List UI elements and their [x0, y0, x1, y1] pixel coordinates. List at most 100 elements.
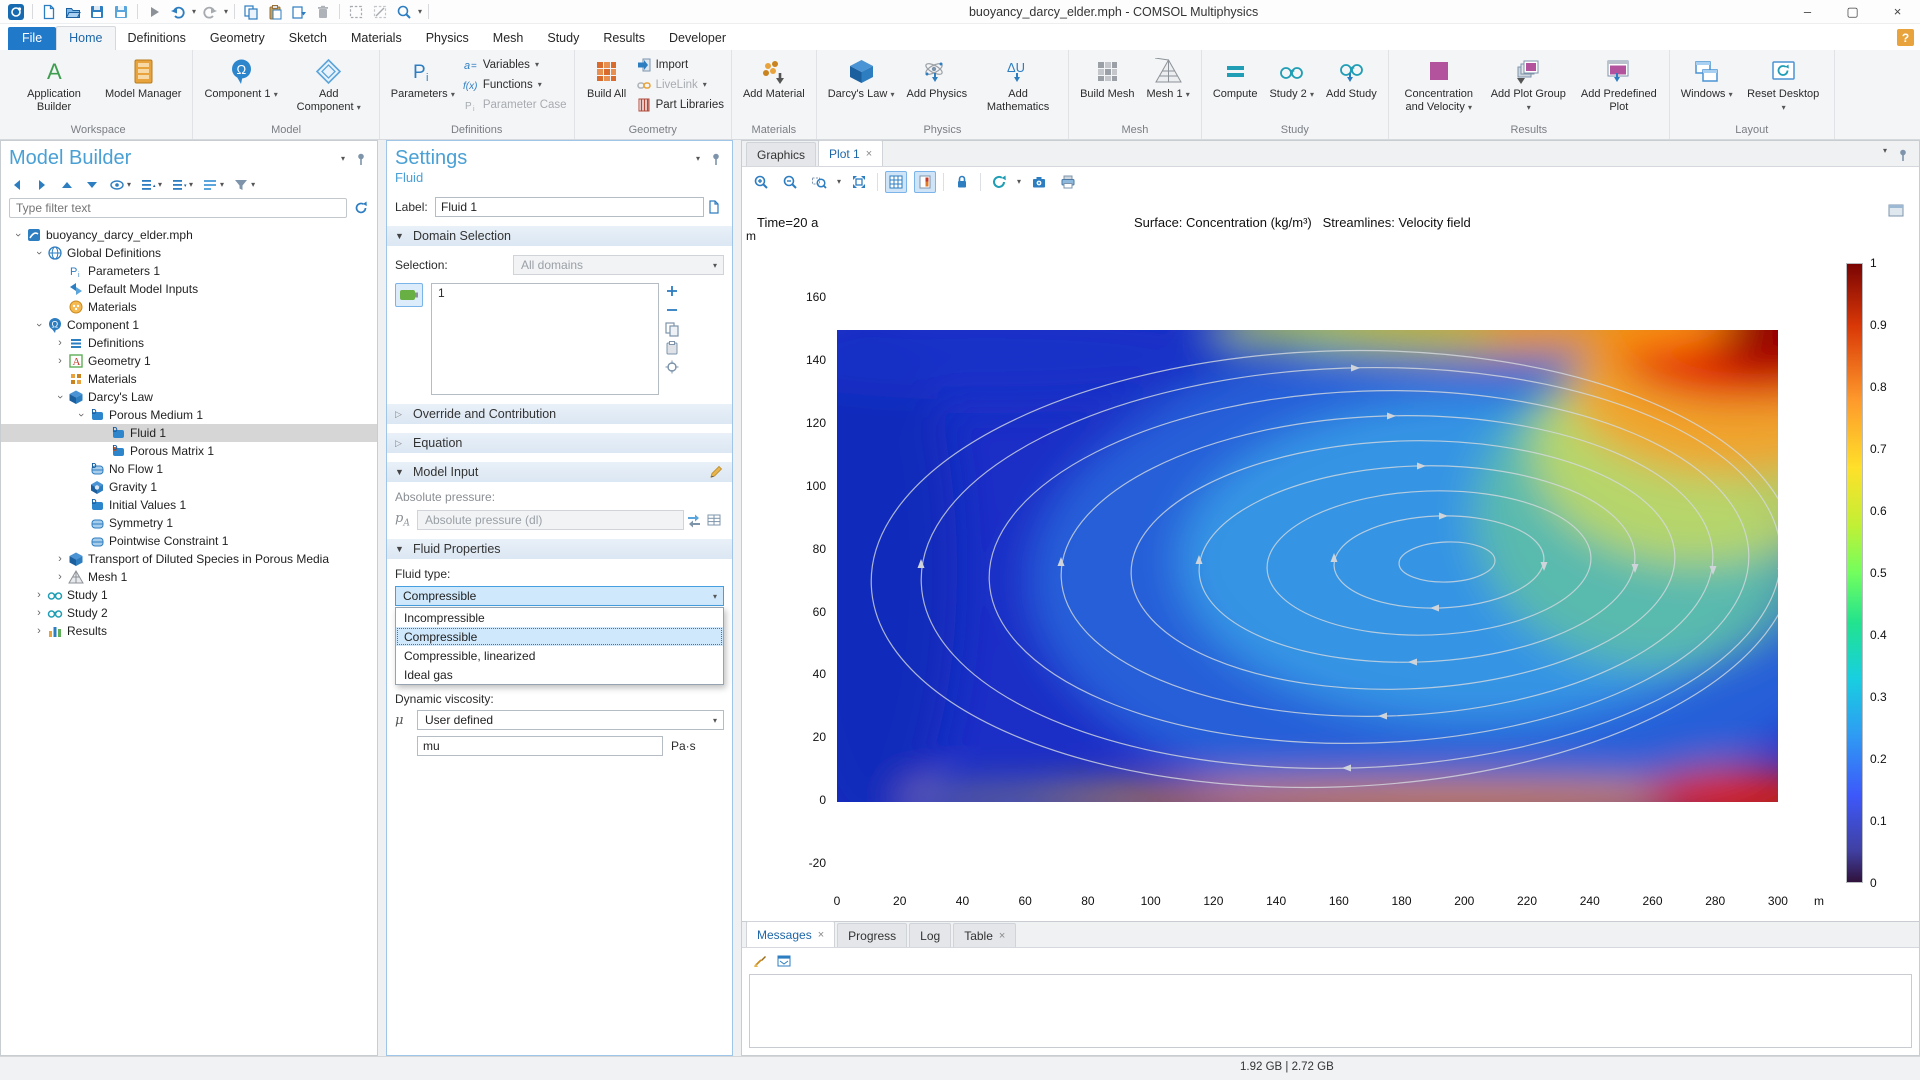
windows-button[interactable]: Windows ▾: [1677, 54, 1737, 103]
edit-model-inputs-icon[interactable]: [708, 464, 724, 480]
add-to-selection-button[interactable]: [663, 283, 681, 299]
tree-item-component-1[interactable]: ›ΩComponent 1: [1, 316, 377, 334]
selection-combo[interactable]: All domains ▾: [513, 255, 724, 275]
close-tab-icon[interactable]: ×: [818, 929, 824, 941]
mesh-1-button[interactable]: Mesh 1 ▾: [1143, 54, 1194, 103]
concentration-and-velocity-button[interactable]: Concentration and Velocity ▾: [1396, 54, 1482, 115]
tree-item-study-2[interactable]: ›Study 2: [1, 604, 377, 622]
tree-item-initial-values-1[interactable]: DInitial Values 1: [1, 496, 377, 514]
tree-item-default-model-inputs[interactable]: Default Model Inputs: [1, 280, 377, 298]
tree-item-materials[interactable]: Materials: [1, 298, 377, 316]
image-snapshot-button[interactable]: [1028, 171, 1050, 193]
import-button[interactable]: Import: [636, 56, 724, 73]
plot-update-caret-icon[interactable]: ▾: [1017, 178, 1021, 186]
compute-button[interactable]: Compute: [1209, 54, 1262, 103]
viscosity-combo[interactable]: User defined ▾: [417, 710, 724, 730]
splitter[interactable]: [378, 140, 386, 1056]
tree-item-gravity-1[interactable]: Gravity 1: [1, 478, 377, 496]
section-model-input[interactable]: ▼Model Input: [387, 462, 732, 482]
selection-list-item[interactable]: 1: [438, 286, 652, 300]
show-legends-button[interactable]: [914, 171, 936, 193]
menu-tab-sketch[interactable]: Sketch: [277, 27, 339, 50]
copy-icon[interactable]: [241, 2, 261, 22]
graphics-tab-graphics[interactable]: Graphics: [746, 142, 816, 166]
expand-icon[interactable]: ›: [53, 355, 67, 367]
tree-item-results[interactable]: ›Results: [1, 622, 377, 640]
help-button[interactable]: ?: [1897, 29, 1914, 46]
refresh-icon[interactable]: [353, 200, 369, 216]
delete-icon[interactable]: [313, 2, 333, 22]
tree-item-materials[interactable]: Materials: [1, 370, 377, 388]
viscosity-input[interactable]: [417, 736, 663, 756]
component-1-button[interactable]: ΩComponent 1 ▾: [200, 54, 281, 103]
redo-caret-icon[interactable]: ▾: [224, 8, 228, 16]
copy-selection-button[interactable]: [663, 321, 681, 337]
messages-tab-table[interactable]: Table×: [953, 923, 1016, 947]
tree-item-mesh-1[interactable]: ›Mesh 1: [1, 568, 377, 586]
show-button[interactable]: ▾: [109, 177, 131, 193]
add-component-button[interactable]: Add Component ▾: [286, 54, 372, 115]
menu-tab-study[interactable]: Study: [535, 27, 591, 50]
livelink-button[interactable]: LiveLink▾: [636, 76, 724, 93]
move-down-button[interactable]: [84, 177, 100, 193]
tree-item-darcy-s-law[interactable]: ›Darcy's Law: [1, 388, 377, 406]
section-fluid-properties[interactable]: ▼Fluid Properties: [387, 539, 732, 559]
forward-button[interactable]: [34, 177, 50, 193]
tree-item-definitions[interactable]: ›Definitions: [1, 334, 377, 352]
selection-listbox[interactable]: 1: [431, 283, 659, 395]
duplicate-icon[interactable]: [289, 2, 309, 22]
lock-axes-button[interactable]: [951, 171, 973, 193]
collapse-icon[interactable]: ›: [74, 409, 88, 421]
build-mesh-button[interactable]: Build Mesh: [1076, 54, 1138, 103]
expand-icon[interactable]: ›: [53, 571, 67, 583]
fluid-type-option-incompressible[interactable]: Incompressible: [396, 608, 723, 627]
variables-button[interactable]: a=Variables▾: [463, 56, 567, 73]
functions-button[interactable]: f(x)Functions▾: [463, 76, 567, 93]
create-model-input-button[interactable]: [704, 510, 724, 530]
collapse-icon[interactable]: ›: [32, 247, 46, 259]
add-predefined-plot-button[interactable]: Add Predefined Plot: [1576, 54, 1662, 115]
fluid-type-option-ideal-gas[interactable]: Ideal gas: [396, 665, 723, 684]
menu-tab-mesh[interactable]: Mesh: [481, 27, 536, 50]
section-override[interactable]: ▷Override and Contribution: [387, 404, 732, 424]
close-button[interactable]: ×: [1875, 0, 1920, 24]
expand-icon[interactable]: ›: [32, 607, 46, 619]
menu-tab-results[interactable]: Results: [591, 27, 657, 50]
add-plot-group-button[interactable]: Add Plot Group ▾: [1486, 54, 1572, 115]
splitter[interactable]: [733, 140, 741, 1056]
section-equation[interactable]: ▷Equation: [387, 433, 732, 453]
build-all-button[interactable]: Build All: [582, 54, 632, 103]
close-tab-icon[interactable]: ×: [999, 930, 1005, 942]
collapse-icon[interactable]: ›: [11, 229, 25, 241]
part-libraries-button[interactable]: Part Libraries: [636, 96, 724, 113]
save-icon[interactable]: [87, 2, 107, 22]
zoom-box-caret-icon[interactable]: ▾: [837, 178, 841, 186]
menu-tab-materials[interactable]: Materials: [339, 27, 414, 50]
activate-selection-toggle[interactable]: [395, 283, 423, 307]
remove-from-selection-button[interactable]: [663, 302, 681, 318]
tree-item-parameters-1[interactable]: PiParameters 1: [1, 262, 377, 280]
clear-messages-icon[interactable]: [752, 953, 768, 969]
tree-filter-input[interactable]: [9, 198, 347, 218]
menu-tab-developer[interactable]: Developer: [657, 27, 738, 50]
tree-item-porous-matrix-1[interactable]: DPorous Matrix 1: [1, 442, 377, 460]
tree-item-study-1[interactable]: ›Study 1: [1, 586, 377, 604]
pin-icon[interactable]: [353, 151, 369, 167]
pin-icon[interactable]: [708, 151, 724, 167]
tree-item-porous-medium-1[interactable]: ›DPorous Medium 1: [1, 406, 377, 424]
add-study-button[interactable]: Add Study: [1322, 54, 1381, 103]
abs-pressure-combo[interactable]: Absolute pressure (dl): [417, 510, 684, 530]
back-button[interactable]: [9, 177, 25, 193]
node-text-button[interactable]: ▾: [202, 177, 224, 193]
zoom-out-button[interactable]: [779, 171, 801, 193]
open-icon[interactable]: [63, 2, 83, 22]
plot-update-button[interactable]: [988, 171, 1010, 193]
add-mathematics-button[interactable]: ΔUAdd Mathematics: [975, 54, 1061, 115]
messages-tab-progress[interactable]: Progress: [837, 923, 907, 947]
fluid-type-option-compressible[interactable]: Compressible: [396, 627, 723, 646]
filter-button[interactable]: ▾: [233, 177, 255, 193]
fluid-type-option-compressible-linearized[interactable]: Compressible, linearized: [396, 646, 723, 665]
paste-selection-button[interactable]: [663, 340, 681, 356]
save-as-icon[interactable]: [111, 2, 131, 22]
menu-tab-geometry[interactable]: Geometry: [198, 27, 277, 50]
